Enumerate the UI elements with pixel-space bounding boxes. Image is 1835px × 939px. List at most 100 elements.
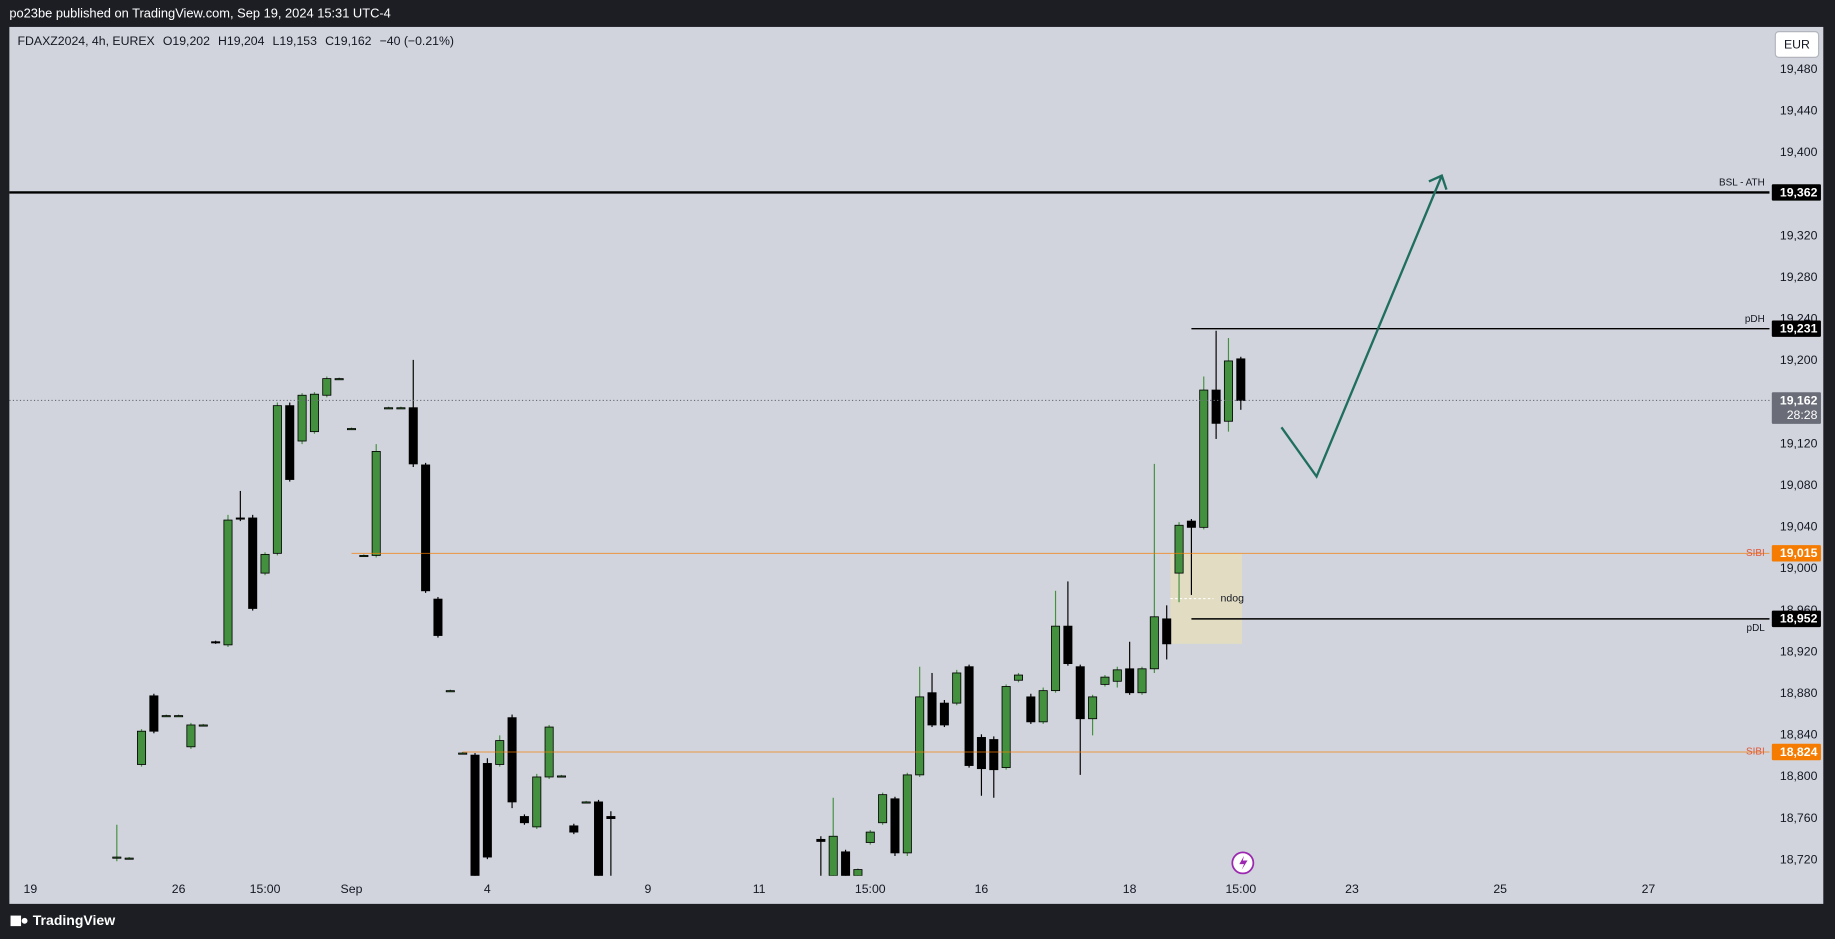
ohlc-change: −40 (−0.21%) <box>380 34 454 48</box>
candle-body <box>470 754 480 876</box>
candle-body <box>248 517 258 609</box>
candle-body <box>124 857 134 860</box>
header: po23be published on TradingView.com, Sep… <box>9 5 390 20</box>
candle-body <box>890 798 900 854</box>
x-tick-label: Sep <box>341 882 363 896</box>
x-tick-label: 25 <box>1493 882 1507 896</box>
candle-body <box>223 519 233 646</box>
chart-layer: 18,720 18,760 18,800 18,840 18,880 18,920 18,9… <box>9 62 1821 896</box>
x-tick-label: 19 <box>24 882 38 896</box>
y-tick-label: 19,120 <box>1780 436 1818 450</box>
level-label: pDH <box>1745 314 1765 325</box>
candle-body <box>408 407 418 465</box>
y-tick-label: 18,720 <box>1780 852 1818 866</box>
x-tick-label: 23 <box>1345 882 1359 896</box>
y-tick-label: 19,480 <box>1780 62 1818 76</box>
countdown: 28:28 <box>1787 408 1818 422</box>
candle-body <box>235 517 245 520</box>
candle-body <box>828 835 838 876</box>
candle-body <box>519 816 529 824</box>
candle-body <box>445 690 455 693</box>
candle-body <box>149 695 159 732</box>
candle-body <box>272 405 282 554</box>
x-tick-label: 9 <box>645 882 652 896</box>
y-tick-label: 19,320 <box>1780 228 1818 242</box>
candle-body <box>1236 358 1246 401</box>
x-tick-label: 16 <box>975 882 989 896</box>
plot-area: ndog <box>112 330 1246 876</box>
x-tick-label: 15:00 <box>250 882 281 896</box>
candle-body <box>346 428 357 431</box>
level-price: 19,231 <box>1780 322 1818 336</box>
candle-body <box>1063 625 1073 665</box>
candle-body <box>297 394 307 442</box>
level-price: 19,362 <box>1780 185 1818 199</box>
y-tick-label: 18,920 <box>1780 644 1818 658</box>
candle-body <box>878 794 888 824</box>
logo-mark <box>10 915 22 927</box>
candle-body <box>186 724 196 748</box>
candle-body <box>1199 389 1209 528</box>
level-label: pDL <box>1747 623 1766 634</box>
y-tick-label: 18,760 <box>1780 811 1818 825</box>
candle-body <box>198 724 208 727</box>
level-price: 18,824 <box>1780 745 1818 759</box>
candle-body <box>112 856 122 859</box>
y-tick-label: 19,080 <box>1780 478 1818 492</box>
ohlc-open: O19,202 <box>163 34 210 48</box>
level-price-box <box>1771 610 1821 628</box>
candle-body <box>1149 616 1159 670</box>
x-tick-label: 15:00 <box>855 882 886 896</box>
candle-body <box>371 451 381 556</box>
level-price-box <box>1771 545 1821 562</box>
x-tick-label: 4 <box>484 882 491 896</box>
current-price: 19,162 <box>1780 393 1818 407</box>
event-icon-bolt <box>1239 855 1248 870</box>
candle-body <box>309 393 319 433</box>
legend: FDAXZ2024, 4h, EUREX O19,202 H19,204 L19… <box>18 34 454 48</box>
symbol: FDAXZ2024, 4h, EUREX <box>18 34 155 48</box>
x-tick-label: 18 <box>1123 882 1137 896</box>
y-tick-label: 19,400 <box>1780 145 1818 159</box>
candle-body <box>927 692 937 726</box>
candle-body <box>594 801 604 876</box>
candle-body <box>816 838 826 842</box>
candle-body <box>137 730 147 765</box>
candle-body <box>606 816 616 819</box>
ohlc-high: H19,204 <box>218 34 265 48</box>
candle-body <box>495 740 505 765</box>
candle-body <box>359 555 369 558</box>
candle-body <box>1211 389 1221 424</box>
candle-body <box>1001 686 1011 769</box>
candle-body <box>841 851 851 876</box>
candle-body <box>260 553 270 574</box>
arrow-head <box>1428 174 1448 191</box>
candle-body <box>865 831 875 843</box>
zone-label: ndog <box>1221 592 1245 604</box>
currency: EUR <box>1784 37 1810 51</box>
level-price: 19,015 <box>1780 546 1818 560</box>
level-price-box <box>1771 184 1821 201</box>
candle-body <box>211 641 221 644</box>
candle-body <box>556 775 566 778</box>
candle-body <box>1013 674 1023 681</box>
level-label: SIBI <box>1746 548 1765 559</box>
current-price-box <box>1771 392 1821 424</box>
candle-body <box>1125 668 1135 694</box>
candle-body <box>433 598 443 636</box>
x-tick-label: 11 <box>753 882 766 896</box>
y-tick-label: 18,800 <box>1780 769 1818 783</box>
candle-body <box>1162 618 1172 645</box>
y-tick-label: 18,840 <box>1780 728 1818 742</box>
projection-arrow <box>1280 175 1443 479</box>
x-tick-label: 26 <box>172 882 186 896</box>
candle-body <box>1223 360 1233 422</box>
candle-body <box>334 378 344 381</box>
level-price-box <box>1771 743 1821 761</box>
candle-body <box>384 407 394 410</box>
candle-body <box>569 825 579 833</box>
candle-body <box>1088 696 1098 720</box>
candle-body <box>1051 625 1061 692</box>
